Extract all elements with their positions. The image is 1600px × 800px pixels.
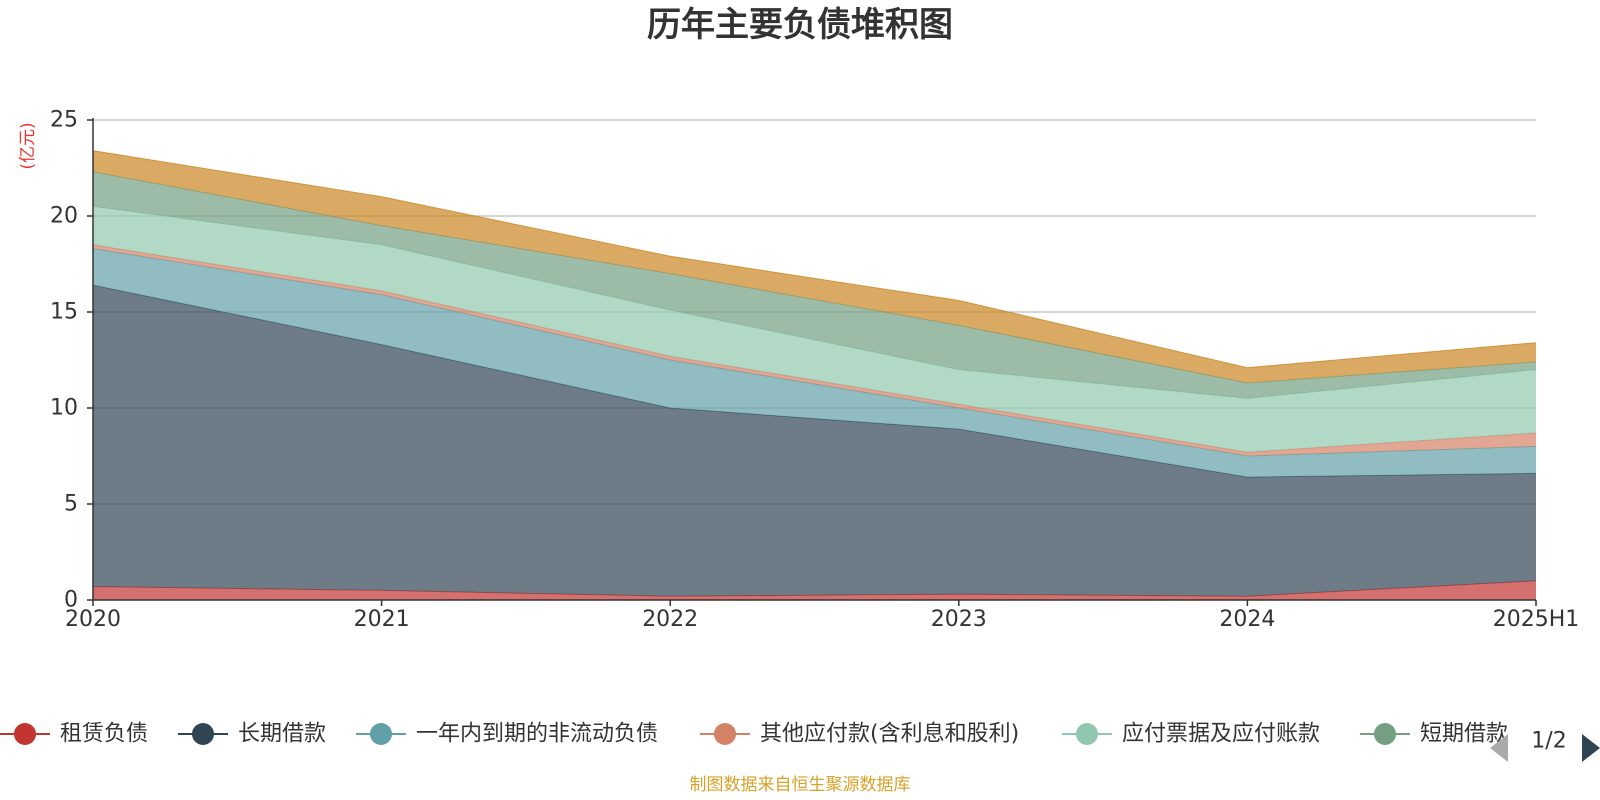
chart-title: 历年主要负债堆积图 bbox=[647, 5, 953, 45]
legend-label: 应付票据及应付账款 bbox=[1122, 722, 1320, 747]
legend-page-indicator: 1/2 bbox=[1531, 729, 1566, 754]
legend-item-1[interactable]: 租赁负债 bbox=[0, 722, 148, 747]
legend-pager: 1/2 bbox=[1490, 729, 1600, 762]
legend-marker-icon bbox=[714, 723, 736, 745]
x-tick-label: 2023 bbox=[931, 607, 987, 632]
legend-item-4[interactable]: 其他应付款(含利息和股利) bbox=[700, 722, 1019, 747]
data-source-note: 制图数据来自恒生聚源数据库 bbox=[690, 775, 911, 795]
area-series-6 bbox=[93, 171, 1536, 399]
legend-label: 租赁负债 bbox=[60, 722, 148, 747]
y-tick-label: 0 bbox=[64, 588, 78, 613]
x-tick-label: 2024 bbox=[1219, 607, 1275, 632]
legend-next-page-icon[interactable] bbox=[1582, 734, 1600, 762]
legend-prev-page-icon[interactable] bbox=[1490, 734, 1508, 762]
legend-item-2[interactable]: 长期借款 bbox=[178, 722, 326, 747]
y-tick-label: 25 bbox=[50, 108, 78, 133]
y-tick-label: 10 bbox=[50, 396, 78, 421]
legend-label: 其他应付款(含利息和股利) bbox=[760, 722, 1019, 747]
area-series-5 bbox=[93, 206, 1536, 453]
area-series-edge-7 bbox=[92, 150, 1537, 369]
legend-marker-icon bbox=[370, 723, 392, 745]
legend: 租赁负债 长期借款 一年内到期的非流动负债 其他应付款(含利息和股利) 应付票据及应付账… bbox=[0, 722, 1508, 747]
y-axis-ticks: 0 5 10 15 20 25 bbox=[50, 108, 93, 613]
legend-label: 一年内到期的非流动负债 bbox=[416, 722, 658, 747]
legend-item-3[interactable]: 一年内到期的非流动负债 bbox=[356, 722, 658, 747]
y-tick-label: 20 bbox=[50, 204, 78, 229]
y-tick-label: 5 bbox=[64, 492, 78, 517]
x-tick-label: 2021 bbox=[354, 607, 410, 632]
legend-item-6[interactable]: 短期借款 bbox=[1360, 722, 1508, 747]
area-series-1 bbox=[93, 580, 1536, 600]
x-tick-label: 2022 bbox=[642, 607, 698, 632]
y-tick-label: 15 bbox=[50, 300, 78, 325]
area-series-2 bbox=[93, 285, 1536, 597]
legend-marker-icon bbox=[1374, 723, 1396, 745]
x-tick-label: 2020 bbox=[65, 607, 121, 632]
legend-label: 长期借款 bbox=[238, 722, 326, 747]
area-series-3 bbox=[93, 248, 1536, 478]
x-axis-ticks: 2020 2021 2022 2023 2024 2025H1 bbox=[65, 600, 1579, 632]
stacked-areas bbox=[92, 150, 1537, 600]
legend-marker-icon bbox=[192, 723, 214, 745]
legend-marker-icon bbox=[1076, 723, 1098, 745]
legend-item-5[interactable]: 应付票据及应付账款 bbox=[1062, 722, 1320, 747]
x-tick-label: 2025H1 bbox=[1493, 607, 1580, 632]
legend-label: 短期借款 bbox=[1420, 722, 1508, 747]
axes bbox=[92, 118, 1536, 601]
y-axis-unit-label: (亿元) bbox=[18, 122, 38, 169]
legend-marker-icon bbox=[14, 723, 36, 745]
